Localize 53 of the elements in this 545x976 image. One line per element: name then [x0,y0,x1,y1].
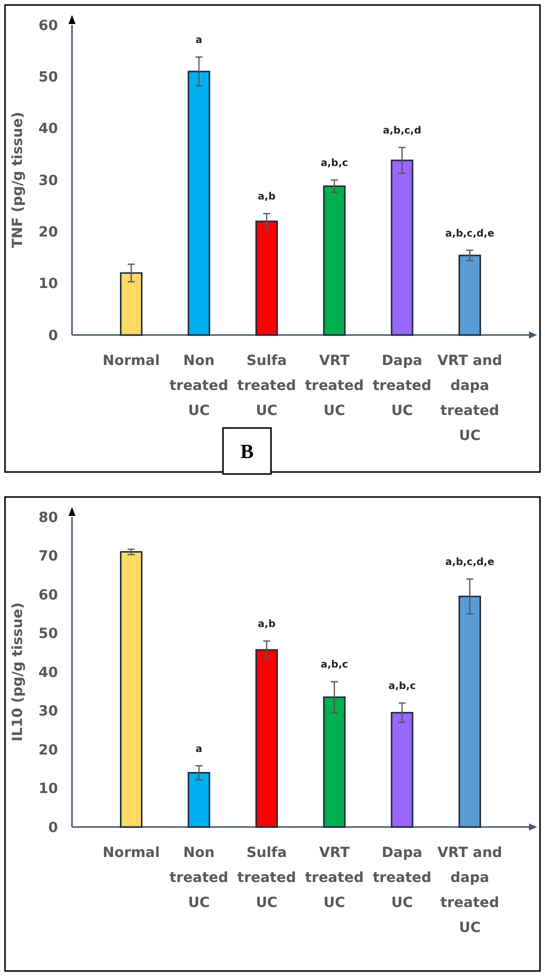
data-label: a [196,35,202,46]
data-label: a,b,c,d,e [445,557,494,568]
data-label: a,b,c,d,e [445,228,494,240]
y-tick-label: 0 [48,820,58,836]
y-tick-label: 50 [38,626,58,642]
y-tick-label: 50 [38,70,58,86]
x-tick-label: VRT and dapa treated UC [437,353,502,444]
x-tick-label: Normal [102,353,160,369]
x-tick-label: VRT and dapa treated UC [437,845,502,936]
data-label: a,b [258,192,276,203]
y-tick-label: 10 [38,781,58,798]
bar [323,185,346,336]
bar [390,712,414,828]
x-tick-label: Non treated UC [170,845,228,911]
bar [188,772,210,828]
y-tick-label: 70 [38,548,58,565]
y-tick-label: 20 [38,742,58,758]
bar [255,649,278,828]
y-tick-label: 40 [38,664,58,681]
bar [390,160,414,336]
y-tick-label: 40 [38,121,58,138]
data-label: a [196,744,202,755]
bar [323,696,346,828]
y-tick-label: 10 [38,276,58,292]
data-label: a,b,c [388,681,416,692]
x-tick-label: Normal [102,845,160,861]
y-axis-title: TNF (pg/g tissue) [10,112,26,248]
x-tick-label: Dapa treated UC [372,353,432,419]
y-tick-label: 0 [48,328,58,344]
x-tick-label: Sulfa treated UC [237,353,296,419]
bar [188,70,210,336]
bar [458,596,482,828]
y-tick-label: 30 [38,172,58,189]
bar [120,272,142,336]
x-tick-label: VRT treated UC [304,845,364,911]
y-tick-label: 30 [38,704,58,720]
text: B [240,441,254,463]
y-tick-label: 80 [38,510,58,526]
y-tick-label: 60 [38,587,58,604]
x-tick-label: Non treated UC [170,353,228,419]
x-tick-label: VRT treated UC [304,353,364,419]
bar [120,551,142,828]
data-label: a,b,c,d [382,125,422,136]
data-label: a,b,c [320,158,348,169]
data-label: a,b,c [320,660,348,671]
x-tick-label: Dapa treated UC [372,845,432,911]
y-tick-label: 20 [38,224,58,241]
data-label: a,b [258,619,276,630]
y-axis-title: IL10 (pg/g tissue) [10,602,26,742]
bar [255,220,278,336]
y-tick-label: 60 [38,18,58,34]
x-tick-label: Sulfa treated UC [237,845,296,911]
bar [458,254,482,336]
